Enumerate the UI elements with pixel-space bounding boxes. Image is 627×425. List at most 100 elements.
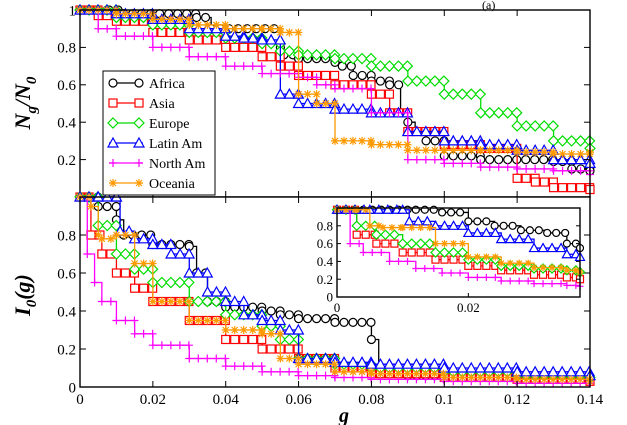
top-data-point <box>375 76 386 86</box>
bottom-x-tick-label: 0.14 <box>577 392 604 408</box>
top-data-point <box>121 32 130 41</box>
top-data-point <box>301 49 314 61</box>
inset-data-point <box>473 273 481 281</box>
inset-data-point <box>459 240 467 248</box>
bottom-data-point <box>421 369 430 378</box>
bottom-data-point <box>175 239 185 250</box>
bottom-data-point <box>266 344 276 354</box>
bottom-data-point <box>97 249 107 259</box>
bottom-data-point <box>540 375 549 384</box>
bottom-data-point <box>111 268 122 278</box>
top-data-point <box>221 24 230 33</box>
inset-data-point <box>372 239 381 248</box>
inset-data-point <box>386 257 394 265</box>
top-data-point <box>574 153 587 165</box>
top-data-point <box>331 84 339 93</box>
inset-data-point <box>441 240 449 248</box>
top-data-point <box>510 107 523 119</box>
top-data-point <box>276 28 285 37</box>
bottom-data-point <box>121 316 130 325</box>
top-data-point <box>94 24 103 33</box>
top-data-point <box>203 20 212 29</box>
legend-entry-latin-am: Latin Am <box>106 136 202 152</box>
legend-marker <box>134 98 144 108</box>
bottom-data-point <box>257 344 267 354</box>
legend-label: North Am <box>149 157 206 172</box>
legend-label: Oceania <box>149 177 196 192</box>
legend-entry-oceania: Oceania <box>109 177 196 192</box>
bottom-data-point <box>112 316 121 325</box>
bottom-data-point <box>312 371 321 380</box>
inset-data-point <box>490 221 499 230</box>
bottom-data-point <box>512 373 521 382</box>
top-data-point <box>438 134 451 146</box>
top-data-point <box>276 69 285 78</box>
inset-data-point <box>499 221 508 230</box>
top-data-point <box>157 43 166 52</box>
inset-data-point <box>482 253 490 261</box>
legend-marker <box>134 78 144 88</box>
inset-y-tick-label: 0 <box>327 290 334 305</box>
top-data-point <box>456 134 469 146</box>
bottom-data-point <box>210 295 223 308</box>
top-data-point <box>467 146 476 155</box>
top-data-point <box>520 120 532 132</box>
bottom-data-point <box>83 250 92 258</box>
top-data-point <box>356 52 368 65</box>
bottom-data-point <box>203 354 212 363</box>
top-data-point <box>267 24 276 33</box>
top-data-point <box>449 159 458 168</box>
bottom-data-point <box>183 266 196 278</box>
top-data-point <box>130 32 139 41</box>
top-data-point <box>430 146 439 155</box>
inset-data-point <box>430 265 438 273</box>
top-data-point <box>483 107 496 119</box>
bottom-data-point <box>175 341 184 350</box>
top-data-point <box>566 183 577 193</box>
legend: Africa Asia Europe Latin Am North Am Oceania <box>102 70 216 196</box>
bottom-data-point <box>302 314 313 324</box>
top-data-point <box>465 134 478 146</box>
bottom-data-point <box>111 201 121 212</box>
top-data-point <box>494 146 503 155</box>
inset-data-point <box>524 259 532 267</box>
bottom-data-point <box>476 373 485 382</box>
top-data-point <box>274 33 287 45</box>
top-data-point <box>538 120 550 132</box>
inset-data-point <box>448 247 459 258</box>
bottom-data-point <box>294 371 303 380</box>
top-data-point <box>411 75 423 87</box>
top-corner-label: (a) <box>482 0 495 12</box>
top-data-point <box>349 84 357 93</box>
top-y-tick-label: 0.4 <box>57 115 76 131</box>
bottom-data-point <box>340 367 348 376</box>
bottom-data-point <box>194 316 203 325</box>
bottom-data-point <box>294 360 303 369</box>
bottom-data-point <box>174 247 187 259</box>
top-data-point <box>521 155 531 165</box>
top-data-point <box>394 80 404 90</box>
top-data-point <box>367 108 376 117</box>
inset-data-point <box>397 204 409 214</box>
top-data-point <box>458 159 467 168</box>
top-data-point <box>331 136 339 145</box>
inset-data-point <box>508 221 517 230</box>
top-data-point <box>565 135 578 147</box>
inset-data-point <box>352 230 361 239</box>
top-y-tick-label: 0.2 <box>57 153 76 169</box>
bottom-data-point <box>321 360 330 369</box>
bottom-data-point <box>439 369 448 378</box>
bottom-data-point <box>284 310 294 320</box>
bottom-data-point <box>430 369 439 378</box>
bottom-data-point <box>237 295 250 307</box>
bottom-data-point <box>549 375 558 384</box>
bottom-data-point <box>130 259 139 268</box>
top-data-point <box>367 84 375 93</box>
inset-data-point <box>447 269 455 277</box>
inset-data-point <box>572 281 580 289</box>
top-data-point <box>166 43 175 52</box>
top-data-point <box>403 155 412 164</box>
top-data-point <box>319 49 332 61</box>
bottom-y-tick-label: 0 <box>69 380 77 396</box>
bottom-data-point <box>130 329 139 338</box>
